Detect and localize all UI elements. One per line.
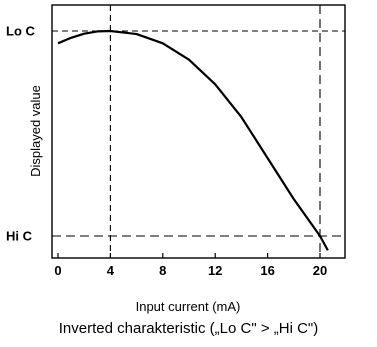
y-tick-label: Hi C — [6, 229, 33, 244]
x-tick-label: 16 — [260, 263, 274, 278]
x-tick-label: 12 — [208, 263, 222, 278]
chart-caption: Inverted charakteristic („Lo C" > „Hi C"… — [58, 320, 319, 337]
x-tick-label: 4 — [107, 263, 115, 278]
y-axis-ticks: Lo C Hi C — [6, 24, 35, 244]
series-line-0 — [57, 29, 329, 251]
x-tick-label: 0 — [54, 263, 61, 278]
reference-lines — [52, 5, 345, 258]
x-axis-ticks: 0 4 8 12 16 20 — [54, 253, 327, 278]
x-axis-title: Input current (mA) — [136, 299, 241, 314]
y-axis-title: Displayed value — [28, 85, 43, 177]
chart: 0 4 8 12 16 20 Lo C Hi C Displayed value Input… — [6, 4, 346, 314]
x-tick-label: 20 — [313, 263, 327, 278]
y-tick-label: Lo C — [6, 24, 35, 39]
plot-frame — [51, 4, 346, 259]
x-tick-label: 8 — [159, 263, 166, 278]
curve-group — [57, 29, 329, 251]
